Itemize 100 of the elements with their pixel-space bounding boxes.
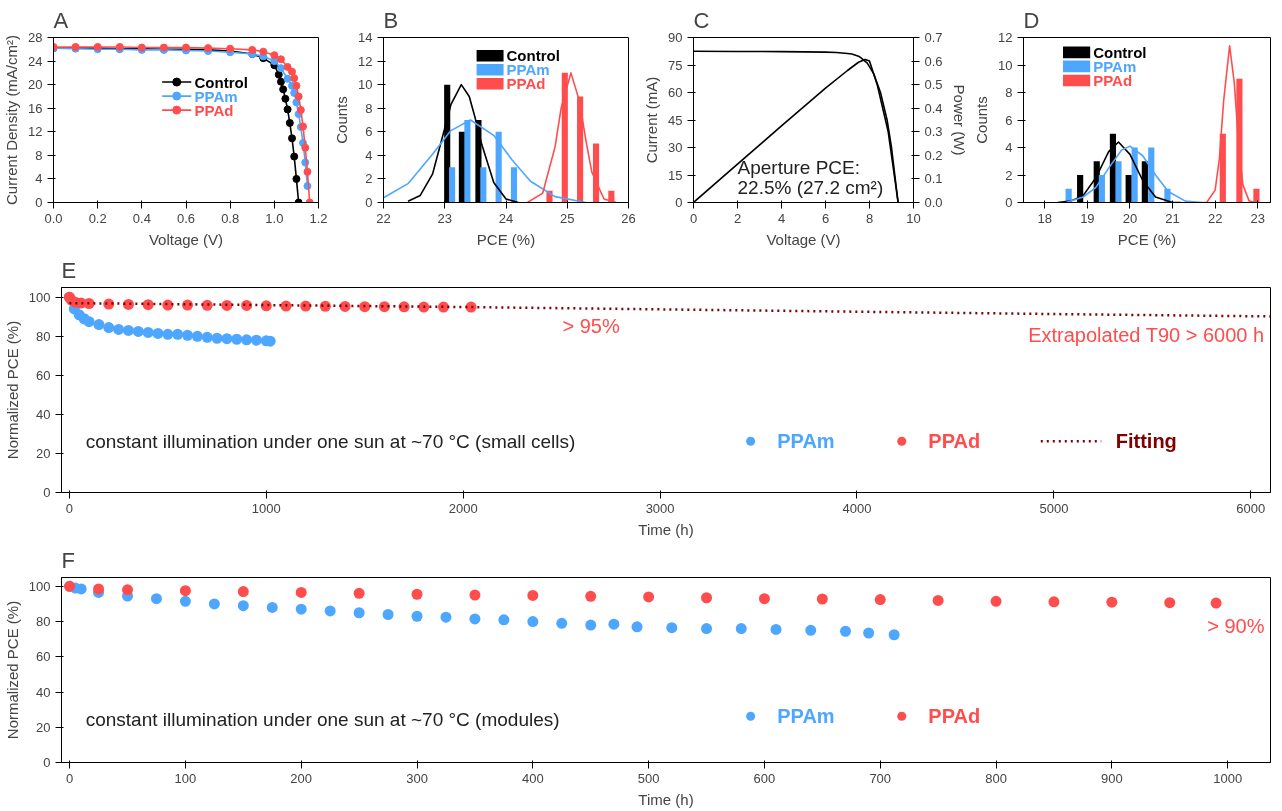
x-tick-label: 8	[865, 210, 874, 226]
y-tick-label: 20	[36, 445, 51, 461]
x-tick-label: 1000	[251, 500, 281, 516]
y-tick-label: 4	[35, 171, 43, 187]
chart-title: F	[61, 547, 75, 573]
y-tick-label: 40	[36, 684, 51, 700]
y-tick-label: 40	[36, 406, 51, 422]
y-tick-label: 75	[668, 57, 683, 73]
x-tick-label: 24	[498, 210, 514, 226]
y2-tick-label: 0.2	[924, 147, 943, 163]
x-tick-label: 0	[689, 210, 698, 226]
x-axis-title: Voltage (V)	[148, 230, 224, 248]
x-tick-label: 26	[621, 210, 636, 226]
x-tick-label: 800	[985, 770, 1007, 786]
chart-title: A	[53, 7, 69, 33]
x-tick-label: 20	[1122, 210, 1138, 226]
x-tick-label: 5000	[1039, 500, 1069, 516]
y2-tick-label: 0.4	[924, 100, 943, 116]
x-axis-title: Voltage (V)	[766, 230, 841, 248]
x-tick-label: 6	[821, 210, 830, 226]
x-tick-label: 1.0	[265, 210, 284, 226]
x-tick-label: 0.6	[176, 210, 196, 226]
x-tick-label: 900	[1101, 770, 1123, 786]
y-tick-label: 80	[36, 328, 51, 344]
x-axis-title: Time (h)	[638, 790, 694, 808]
y2-tick-label: 0.6	[924, 53, 943, 69]
y-axis-title: Counts	[333, 96, 351, 144]
y-tick-label: 10	[358, 77, 373, 93]
chart-title: B	[383, 7, 399, 33]
x-tick-label: 100	[174, 770, 197, 786]
y2-tick-label: 0.0	[924, 195, 943, 210]
x-tick-label: 2	[733, 210, 742, 226]
y-tick-label: 8	[365, 100, 373, 116]
y-tick-label: 12	[998, 30, 1013, 45]
y2-tick-label: 0.1	[924, 171, 943, 187]
legend-label: Fitting	[1115, 430, 1177, 453]
y-axis-title: Counts	[973, 96, 991, 144]
annotation: constant illumination under one sun at ~70 °C (small cells)	[85, 430, 576, 452]
y-tick-label: 4	[365, 147, 373, 163]
x-tick-label: 300	[406, 770, 428, 786]
x-tick-label: 3000	[645, 500, 675, 516]
y-tick-label: 6	[1005, 112, 1013, 128]
y-tick-label: 30	[668, 140, 683, 155]
y-tick-label: 0	[43, 755, 51, 770]
y-tick-label: 6	[365, 124, 373, 140]
y-tick-label: 0	[1005, 195, 1013, 210]
y2-tick-label: 0.7	[924, 30, 943, 45]
annotation: > 90%	[1207, 614, 1265, 637]
y-axis-title: Normalized PCE (%)	[3, 320, 21, 460]
annotation: Extrapolated T90 > 6000 h	[1028, 323, 1265, 346]
y-tick-label: 20	[36, 719, 51, 735]
x-tick-label: 2000	[448, 500, 478, 516]
y-tick-label: 80	[36, 614, 51, 630]
x-tick-label: 0.2	[88, 210, 107, 226]
annotation: constant illumination under one sun at ~70 °C (modules)	[85, 709, 560, 731]
y-tick-label: 100	[28, 289, 51, 305]
x-tick-label: 19	[1080, 210, 1095, 226]
legend-label: PPAd	[928, 430, 981, 453]
y-tick-label: 100	[28, 578, 51, 594]
y-tick-label: 0	[365, 195, 373, 210]
x-tick-label: 600	[753, 770, 776, 786]
y-tick-label: 14	[358, 30, 373, 45]
y-tick-label: 12	[358, 53, 373, 69]
y-tick-label: 12	[28, 124, 43, 140]
chart-title: D	[1023, 7, 1040, 33]
x-tick-label: 1.2	[309, 210, 328, 226]
y-tick-label: 60	[36, 367, 51, 383]
y-tick-label: 16	[28, 100, 43, 116]
y-tick-label: 90	[668, 30, 683, 45]
y2-axis-title: Power (W)	[950, 84, 968, 156]
y-tick-label: 4	[1005, 140, 1013, 155]
x-tick-label: 22	[376, 210, 391, 226]
x-tick-label: 25	[560, 210, 575, 226]
x-tick-label: 23	[437, 210, 452, 226]
chart-title: E	[61, 257, 77, 283]
y-tick-label: 28	[28, 30, 43, 45]
x-tick-label: 0.4	[132, 210, 151, 226]
x-tick-label: 6000	[1236, 500, 1266, 516]
legend-label: PPAd	[928, 705, 981, 728]
y-axis-title: Current (mA)	[643, 76, 661, 164]
annotation: > 95%	[562, 315, 620, 338]
x-axis-title: PCE (%)	[476, 230, 536, 248]
x-tick-label: 0	[65, 500, 73, 516]
y-tick-label: 0	[43, 485, 51, 500]
chart-title: C	[693, 7, 710, 33]
y-tick-label: 2	[1005, 167, 1013, 183]
x-tick-label: 23	[1250, 210, 1265, 226]
legend-label: PPAm	[777, 705, 835, 728]
y-tick-label: 2	[365, 171, 373, 187]
y-axis-title: Normalized PCE (%)	[3, 600, 21, 740]
x-tick-label: 4	[777, 210, 786, 226]
y-tick-label: 15	[668, 167, 683, 183]
y-tick-label: 24	[28, 53, 43, 69]
y-tick-label: 8	[1005, 85, 1013, 100]
x-tick-label: 400	[521, 770, 544, 786]
y-tick-label: 60	[668, 85, 683, 100]
x-axis-title: Time (h)	[638, 520, 694, 538]
x-tick-label: 0	[65, 770, 74, 786]
y-tick-label: 45	[668, 112, 683, 128]
y-tick-label: 0	[35, 195, 43, 210]
